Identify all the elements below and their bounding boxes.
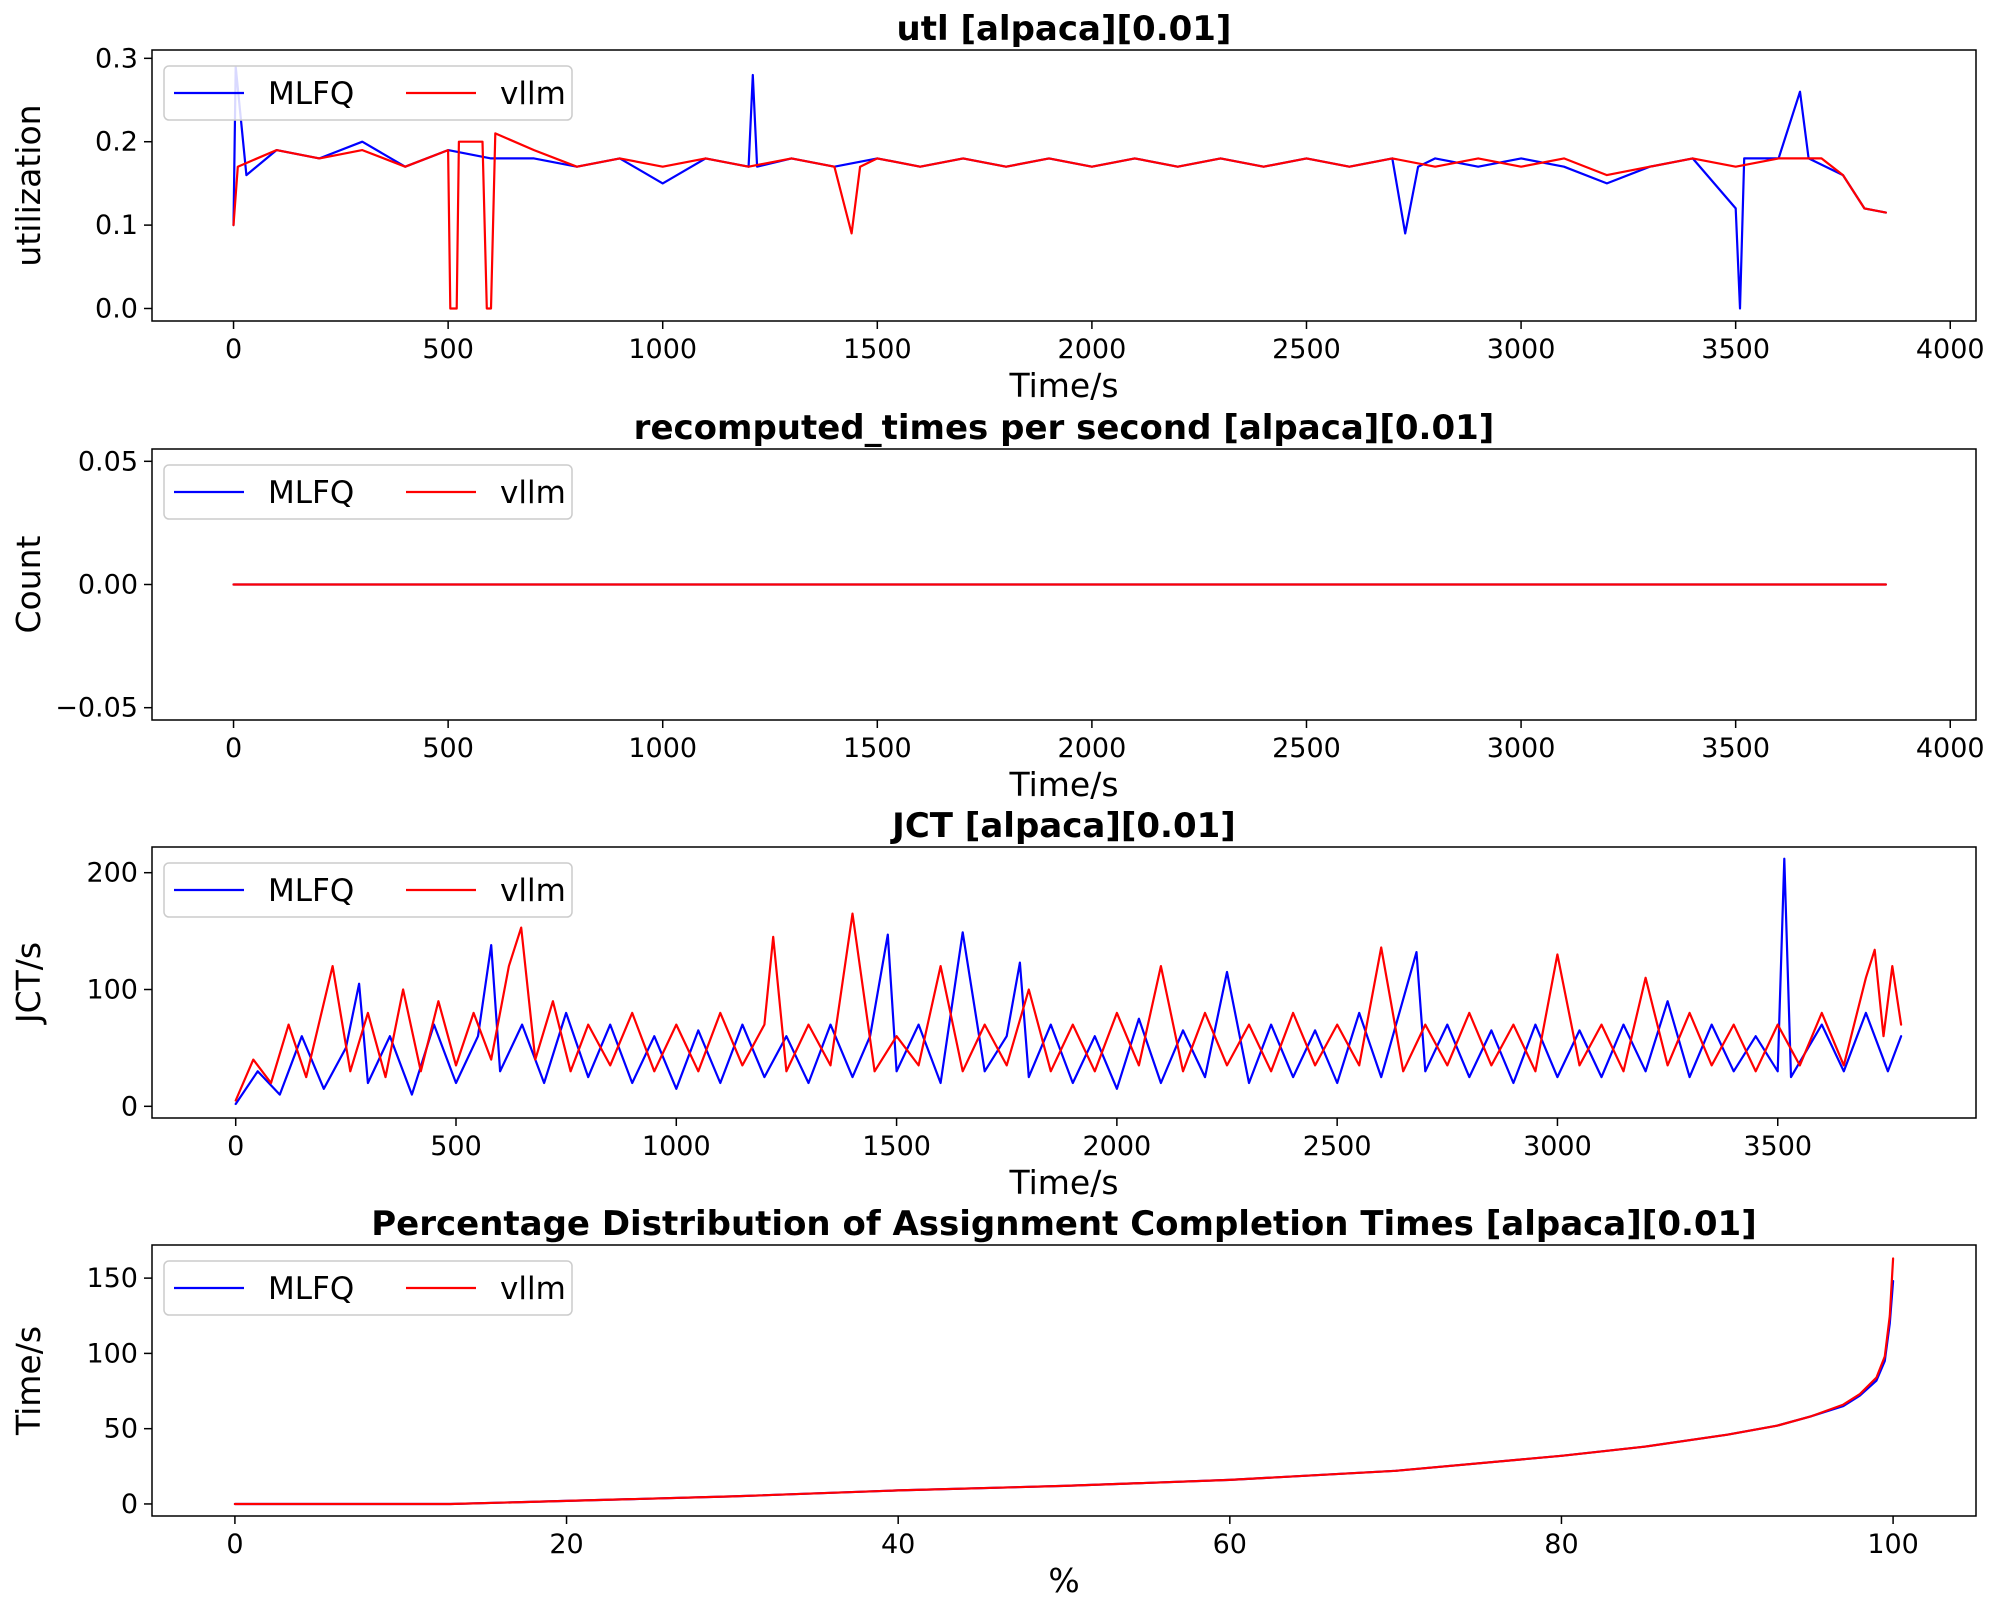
jct-xtick-label: 1500 (862, 1131, 931, 1162)
jct-xlabel: Time/s (1008, 1163, 1118, 1202)
recomputed-xtick-label: 4000 (1916, 733, 1985, 764)
jct-legend-label-vllm: vllm (500, 873, 566, 909)
utl-ylabel: utilization (9, 104, 48, 266)
distribution-xtick-label: 20 (549, 1529, 583, 1560)
utl-xtick-label: 2500 (1272, 334, 1341, 365)
distribution-series-group (233, 1257, 1895, 1506)
utl-ytick-label: 0.3 (95, 43, 138, 74)
utl-legend: MLFQ vllm (163, 65, 573, 121)
recomputed-xtick-label: 1000 (628, 733, 697, 764)
utl-ytick-label: 0.0 (95, 293, 138, 324)
recomputed-xlabel: Time/s (1008, 765, 1118, 804)
utl-chart: utl [alpaca][0.01] 0 500 1000 1500 2000 2500 30… (9, 9, 1985, 405)
jct-series-mlfq-line (234, 857, 1903, 1106)
recomputed-legend-label-vllm: vllm (500, 475, 566, 511)
recomputed-ytick-label: −0.05 (55, 693, 138, 724)
jct-legend-label-mlfq: MLFQ (268, 873, 354, 909)
recomputed-legend-box (163, 464, 573, 520)
utl-legend-label-mlfq: MLFQ (268, 76, 354, 112)
distribution-series-vllm-line (233, 1257, 1895, 1506)
utl-xtick-label: 1500 (843, 334, 912, 365)
distribution-ylabel: Time/s (9, 1326, 48, 1436)
distribution-legend: MLFQ vllm (163, 1260, 573, 1316)
jct-xtick-label: 2000 (1083, 1131, 1152, 1162)
jct-ytick-label: 200 (86, 858, 138, 889)
utl-series-group (232, 65, 1887, 310)
distribution-xtick-label: 0 (226, 1529, 243, 1560)
distribution-ytick-label: 50 (104, 1414, 138, 1445)
utl-series-vllm-line (232, 132, 1887, 310)
jct-ytick-label: 0 (121, 1091, 138, 1122)
distribution-title: Percentage Distribution of Assignment Co… (371, 1204, 1757, 1244)
utl-ytick-label: 0.1 (95, 210, 138, 241)
recomputed-xtick-label: 2500 (1272, 733, 1341, 764)
distribution-ytick-label: 0 (121, 1489, 138, 1520)
distribution-legend-label-vllm: vllm (500, 1271, 566, 1307)
recomputed-ytick-label: 0.05 (78, 446, 138, 477)
utl-legend-label-vllm: vllm (500, 76, 566, 112)
jct-series-group (234, 857, 1903, 1106)
utl-xtick-label: 0 (225, 334, 242, 365)
jct-xtick-label: 0 (227, 1131, 244, 1162)
distribution-xlabel: % (1048, 1561, 1079, 1600)
jct-xtick-label: 1000 (642, 1131, 711, 1162)
recomputed-chart: recomputed_times per second [alpaca][0.0… (9, 408, 1985, 804)
utl-ytick-label: 0.2 (95, 127, 138, 158)
distribution-ytick-label: 100 (86, 1338, 138, 1369)
utl-legend-box (163, 65, 573, 121)
distribution-xtick-label: 80 (1544, 1529, 1578, 1560)
recomputed-xtick-label: 0 (225, 733, 242, 764)
recomputed-xtick-label: 2000 (1058, 733, 1127, 764)
recomputed-xtick-label: 1500 (843, 733, 912, 764)
recomputed-title: recomputed_times per second [alpaca][0.0… (634, 408, 1495, 448)
jct-ytick-label: 100 (86, 975, 138, 1006)
distribution-chart: Percentage Distribution of Assignment Co… (9, 1204, 1977, 1600)
utl-xtick-label: 3000 (1487, 334, 1556, 365)
distribution-ytick-label: 150 (86, 1263, 138, 1294)
jct-xtick-label: 2500 (1303, 1131, 1372, 1162)
jct-title: JCT [alpaca][0.01] (890, 806, 1236, 846)
distribution-legend-label-mlfq: MLFQ (268, 1271, 354, 1307)
recomputed-xtick-label: 3000 (1487, 733, 1556, 764)
utl-axes-frame (151, 49, 1977, 322)
utl-xtick-label: 3500 (1701, 334, 1770, 365)
jct-ylabel: JCT/s (9, 942, 48, 1025)
utl-xtick-label: 2000 (1058, 334, 1127, 365)
utl-title: utl [alpaca][0.01] (897, 9, 1232, 49)
recomputed-ytick-label: 0.00 (78, 570, 138, 601)
utl-xtick-label: 4000 (1916, 334, 1985, 365)
utl-xtick-label: 1000 (628, 334, 697, 365)
distribution-xtick-label: 40 (881, 1529, 915, 1560)
utl-xtick-label: 500 (422, 334, 474, 365)
recomputed-legend-label-mlfq: MLFQ (268, 475, 354, 511)
jct-chart: JCT [alpaca][0.01]0 500 1000 1500 2000 2500 30… (9, 806, 1977, 1202)
recomputed-xtick-label: 3500 (1701, 733, 1770, 764)
jct-xtick-label: 3000 (1523, 1131, 1592, 1162)
recomputed-xtick-label: 500 (422, 733, 474, 764)
distribution-xtick-label: 60 (1213, 1529, 1247, 1560)
distribution-legend-box (163, 1260, 573, 1316)
jct-xtick-label: 3500 (1743, 1131, 1812, 1162)
jct-legend-box (163, 862, 573, 918)
jct-axes-frame (151, 846, 1977, 1119)
jct-xtick-label: 500 (430, 1131, 482, 1162)
distribution-xtick-label: 100 (1867, 1529, 1919, 1560)
jct-series-vllm-line (234, 912, 1903, 1102)
recomputed-legend: MLFQ vllm (163, 464, 573, 520)
recomputed-ylabel: Count (9, 535, 48, 633)
distribution-axes-frame (151, 1244, 1977, 1517)
jct-legend: MLFQ vllm (163, 862, 573, 918)
utl-xlabel: Time/s (1008, 366, 1118, 405)
